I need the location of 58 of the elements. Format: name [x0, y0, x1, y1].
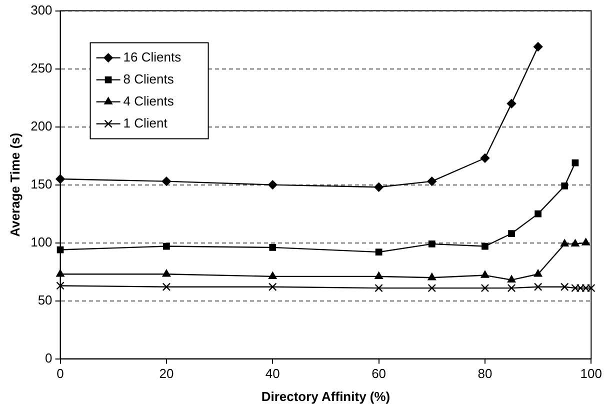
point [268, 180, 278, 190]
point [162, 282, 171, 292]
point [480, 284, 490, 292]
y-tick-label: 50 [38, 292, 52, 308]
point [480, 154, 490, 163]
point [571, 239, 580, 247]
point [508, 230, 515, 237]
point [560, 282, 569, 292]
point [268, 272, 277, 280]
x-tick-label: 60 [372, 366, 386, 382]
point [162, 270, 171, 277]
legend-label: 1 Client [123, 115, 168, 130]
point [482, 242, 488, 250]
x-tick-label: 80 [478, 366, 492, 382]
point [480, 270, 490, 278]
point [582, 238, 590, 246]
point [163, 242, 170, 250]
x-tick-label: 100 [580, 366, 602, 382]
point [534, 270, 542, 277]
y-tick-label: 150 [30, 176, 52, 192]
y-tick-label: 0 [45, 350, 52, 366]
point [561, 182, 568, 190]
point [571, 284, 580, 292]
point [375, 248, 382, 256]
point [428, 240, 436, 248]
y-axis-title: Average Time (s) [7, 132, 22, 237]
point [427, 176, 436, 186]
point [506, 99, 516, 108]
y-tick-label: 100 [30, 234, 52, 250]
point [560, 239, 569, 247]
legend-label: 4 Clients [123, 93, 174, 108]
point [582, 284, 590, 292]
point [56, 282, 64, 290]
point [269, 244, 276, 251]
point [576, 284, 585, 292]
point [428, 284, 436, 292]
legend-label: 8 Clients [123, 71, 174, 86]
point [507, 275, 516, 283]
x-axis-title: Directory Affinity (%) [261, 388, 390, 404]
y-tick-label: 250 [30, 60, 52, 76]
point [533, 42, 543, 52]
point [374, 272, 383, 280]
y-tick-label: 200 [30, 118, 52, 134]
point [374, 284, 383, 292]
legend-label: 16 Clients [123, 49, 182, 64]
point [534, 282, 542, 292]
point [374, 182, 384, 192]
point [162, 176, 172, 186]
x-tick-label: 20 [159, 366, 174, 382]
y-tick-label: 300 [30, 2, 52, 18]
x-tick-label: 40 [265, 366, 280, 382]
x-tick-label: 0 [56, 366, 64, 382]
point [572, 159, 579, 166]
point [534, 210, 542, 218]
point [587, 284, 596, 292]
point [268, 282, 277, 292]
point [507, 284, 516, 292]
point [428, 273, 436, 280]
